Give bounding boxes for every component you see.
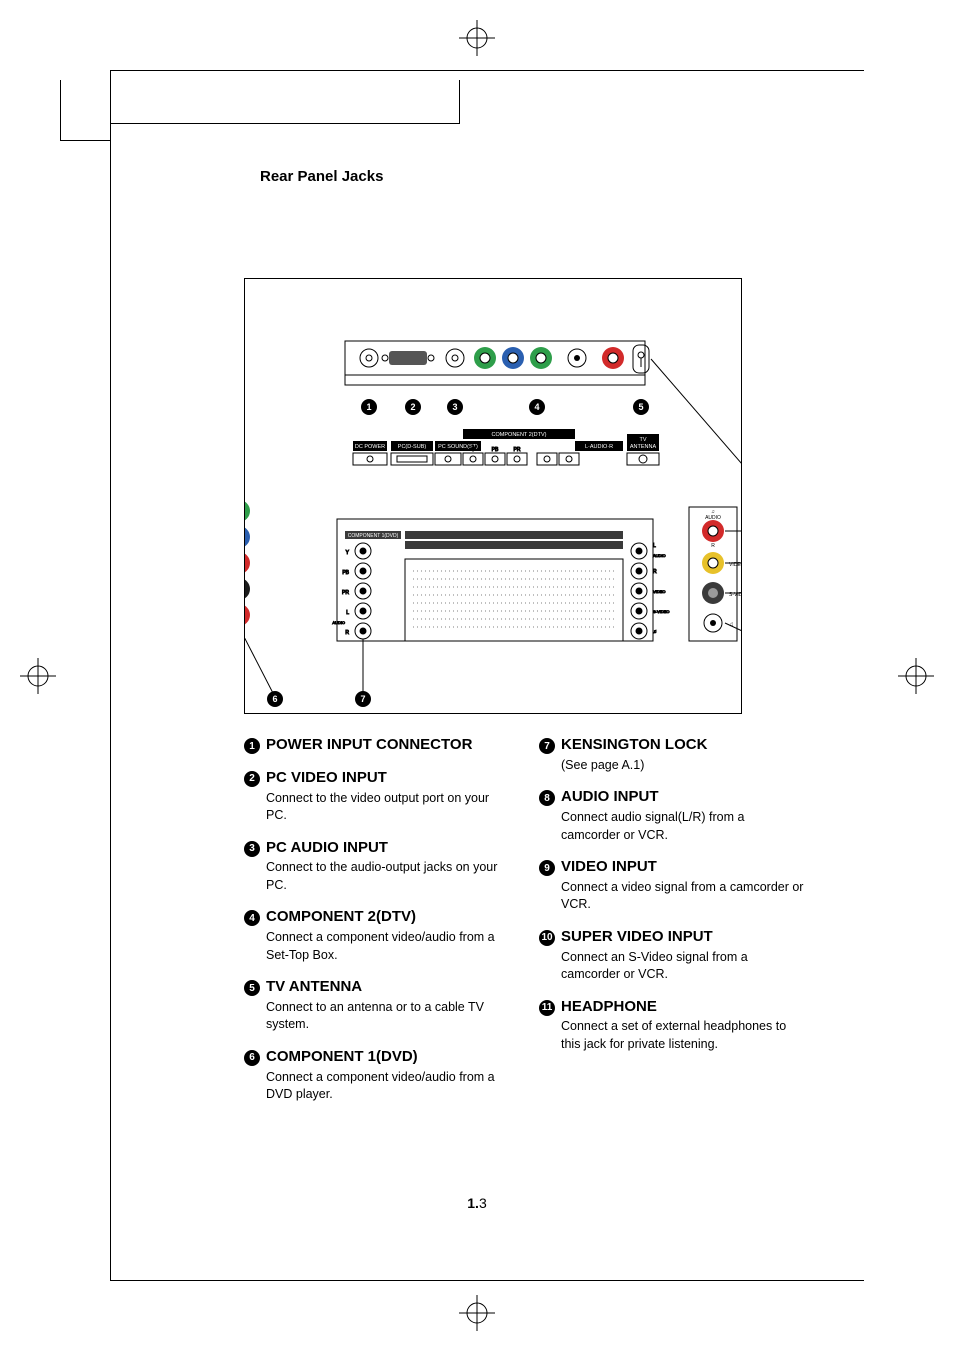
side-left-jacks: Y PB PR L AUDIO R bbox=[245, 500, 250, 626]
item-number-badge: 8 bbox=[539, 790, 555, 806]
margin-line bbox=[110, 70, 111, 1281]
svg-text:R: R bbox=[653, 569, 657, 575]
crop-mark-top bbox=[459, 20, 495, 56]
right-column: 7 KENSINGTON LOCK (See page A.1) 8 AUDIO INP… bbox=[539, 736, 804, 1118]
diagram-svg: 1 2 3 4 5 COMPONENT 2(DTV) DC POWER PC(D… bbox=[245, 279, 741, 713]
item-description: Connect a component video/audio from a D… bbox=[266, 1069, 509, 1104]
page-number: 1.3 bbox=[467, 1195, 486, 1211]
item-title: PC VIDEO INPUT bbox=[266, 769, 387, 788]
description-item: 3 PC AUDIO INPUTConnect to the audio-outp… bbox=[244, 839, 509, 895]
description-item: 11 HEADPHONEConnect a set of external hea… bbox=[539, 998, 804, 1054]
item-number-badge: 11 bbox=[539, 1000, 555, 1016]
svg-text:Y: Y bbox=[346, 550, 350, 556]
margin-line bbox=[110, 70, 864, 71]
svg-text:1: 1 bbox=[366, 402, 371, 412]
svg-text:DC POWER: DC POWER bbox=[355, 444, 385, 450]
item-number-badge: 5 bbox=[244, 980, 260, 996]
item-number-badge: 3 bbox=[244, 841, 260, 857]
margin-line bbox=[110, 1280, 864, 1281]
item-number-badge: 7 bbox=[539, 738, 555, 754]
svg-text:VIDEO: VIDEO bbox=[653, 589, 665, 594]
svg-text:L·AUDIO·R: L·AUDIO·R bbox=[585, 444, 613, 450]
left-column: 1 POWER INPUT CONNECTOR 2 PC VIDEO INPUT Con… bbox=[244, 736, 509, 1118]
item-description: Connect a video signal from a camcorder … bbox=[561, 879, 804, 914]
chapter-number: 1. bbox=[467, 1195, 479, 1211]
description-item: 10 SUPER VIDEO INPUT Connect an S-Video si… bbox=[539, 928, 804, 984]
svg-text:5: 5 bbox=[638, 402, 643, 412]
side-right-jacks: ♫ AUDIO R VIDEO S-VIDEO ♫ bbox=[689, 507, 741, 641]
svg-text:7: 7 bbox=[360, 694, 365, 704]
description-item: 4 COMPONENT 2(DTV) Connect a component vid… bbox=[244, 908, 509, 964]
section-title: Rear Panel Jacks bbox=[260, 168, 383, 185]
description-item: 9 VIDEO INPUT Connect a video signal from … bbox=[539, 858, 804, 914]
item-number-badge: 2 bbox=[244, 771, 260, 787]
item-title: AUDIO INPUT bbox=[561, 788, 659, 807]
crop-mark-bottom bbox=[459, 1295, 495, 1331]
item-description: Connect a set of external headphones to … bbox=[561, 1018, 804, 1053]
item-title: KENSINGTON LOCK bbox=[561, 736, 707, 755]
svg-text:COMPONENT 2(DTV): COMPONENT 2(DTV) bbox=[492, 432, 547, 438]
svg-text:AUDIO: AUDIO bbox=[653, 553, 666, 558]
crop-mark-right bbox=[898, 658, 934, 694]
item-title: POWER INPUT CONNECTOR bbox=[266, 736, 472, 755]
item-number-badge: 9 bbox=[539, 860, 555, 876]
description-columns: 1 POWER INPUT CONNECTOR 2 PC VIDEO INPUT Con… bbox=[244, 736, 804, 1118]
description-item: 1 POWER INPUT CONNECTOR bbox=[244, 736, 509, 755]
svg-text:AUDIO: AUDIO bbox=[332, 620, 345, 625]
item-description: (See page A.1) bbox=[561, 757, 804, 775]
svg-text:PR: PR bbox=[342, 590, 349, 596]
item-number-badge: 10 bbox=[539, 930, 555, 946]
margin-line bbox=[60, 80, 61, 140]
item-title: TV ANTENNA bbox=[266, 978, 362, 997]
item-number-badge: 4 bbox=[244, 910, 260, 926]
description-item: 2 PC VIDEO INPUT Connect to the video outp… bbox=[244, 769, 509, 825]
svg-text:R: R bbox=[711, 543, 715, 549]
svg-text:PR: PR bbox=[514, 447, 521, 453]
page-index: 3 bbox=[479, 1195, 487, 1211]
header-box bbox=[110, 80, 460, 124]
rear-panel-diagram: 1 2 3 4 5 COMPONENT 2(DTV) DC POWER PC(D… bbox=[244, 278, 742, 714]
item-title: VIDEO INPUT bbox=[561, 858, 657, 877]
description-item: 8 AUDIO INPUT Connect audio signal(L/R) fr… bbox=[539, 788, 804, 844]
crop-mark-left bbox=[20, 658, 56, 694]
description-item: 7 KENSINGTON LOCK (See page A.1) bbox=[539, 736, 804, 774]
item-number-badge: 1 bbox=[244, 738, 260, 754]
svg-text:L: L bbox=[346, 610, 349, 616]
svg-text:3: 3 bbox=[452, 402, 457, 412]
item-title: PC AUDIO INPUT bbox=[266, 839, 388, 858]
svg-text:PB: PB bbox=[342, 570, 349, 576]
item-title: HEADPHONE bbox=[561, 998, 657, 1017]
item-description: Connect to an antenna or to a cable TV s… bbox=[266, 999, 509, 1034]
item-title: SUPER VIDEO INPUT bbox=[561, 928, 713, 947]
svg-text:♫: ♫ bbox=[653, 629, 657, 635]
svg-text:ANTENNA: ANTENNA bbox=[630, 444, 657, 450]
svg-text:R: R bbox=[345, 630, 349, 636]
svg-text:S-VIDEO: S-VIDEO bbox=[653, 609, 669, 614]
svg-text:4: 4 bbox=[534, 402, 539, 412]
item-description: Connect a component video/audio from a S… bbox=[266, 929, 509, 964]
margin-line bbox=[60, 140, 110, 141]
svg-text:AUDIO: AUDIO bbox=[705, 515, 721, 521]
svg-text:PB: PB bbox=[492, 447, 499, 453]
item-title: COMPONENT 2(DTV) bbox=[266, 908, 416, 927]
item-number-badge: 6 bbox=[244, 1050, 260, 1066]
svg-text:TV: TV bbox=[639, 437, 646, 443]
svg-text:2: 2 bbox=[410, 402, 415, 412]
description-item: 5 TV ANTENNA Connect to an antenna or to a… bbox=[244, 978, 509, 1034]
svg-text:6: 6 bbox=[272, 694, 277, 704]
svg-text:COMPONENT 1(DVD): COMPONENT 1(DVD) bbox=[348, 533, 399, 539]
svg-text:PC(D-SUB): PC(D-SUB) bbox=[398, 444, 427, 450]
item-description: Connect audio signal(L/R) from a camcord… bbox=[561, 809, 804, 844]
item-title: COMPONENT 1(DVD) bbox=[266, 1048, 418, 1067]
item-description: Connect an S-Video signal from a camcord… bbox=[561, 949, 804, 984]
item-description: Connect to the video output port on your… bbox=[266, 790, 509, 825]
item-description: Connect to the audio-output jacks on you… bbox=[266, 859, 509, 894]
description-item: 6 COMPONENT 1(DVD) Connect a component vid… bbox=[244, 1048, 509, 1104]
svg-text:L: L bbox=[653, 543, 656, 549]
